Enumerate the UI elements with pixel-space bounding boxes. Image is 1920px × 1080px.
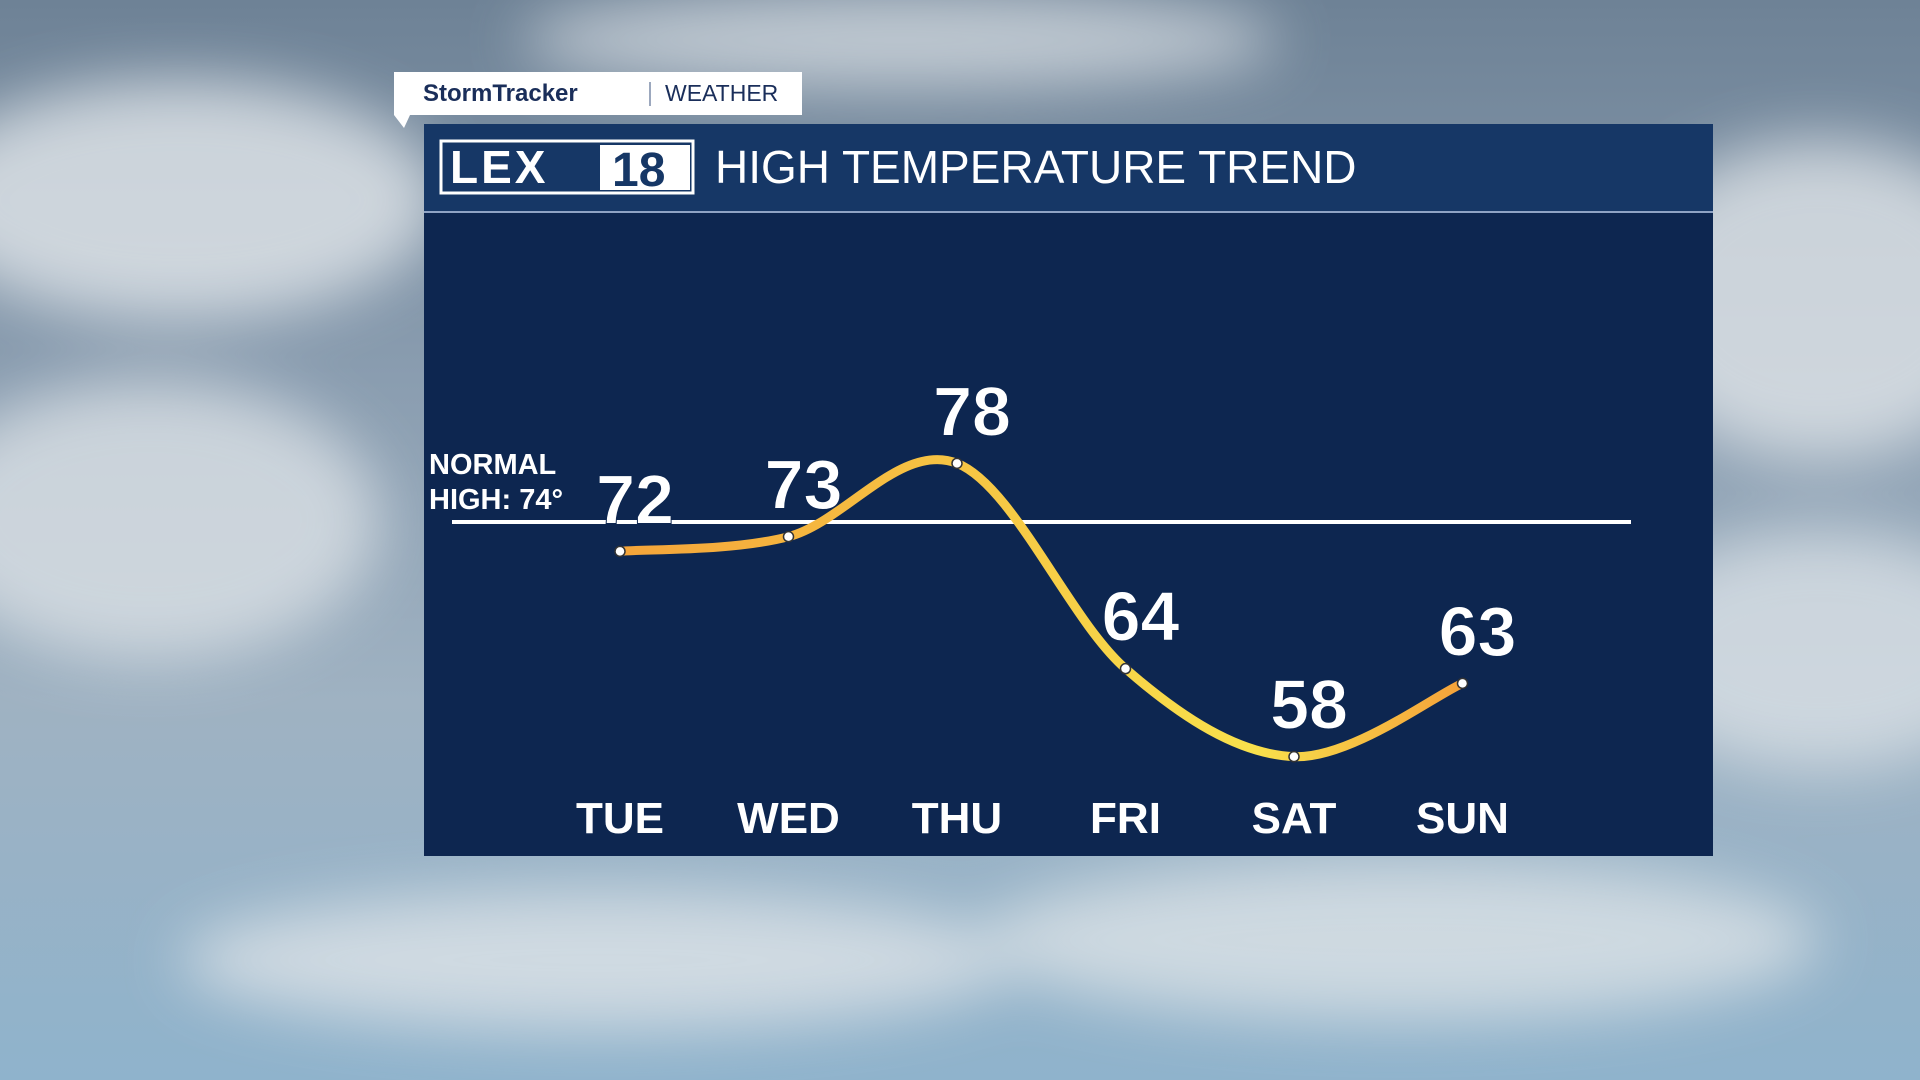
x-tick-label: SAT (1252, 794, 1337, 843)
panel (424, 124, 1713, 856)
x-tick-label: THU (912, 794, 1002, 843)
point (951, 457, 963, 470)
value-label: 73 (765, 446, 843, 524)
value-label: 78 (933, 372, 1011, 450)
temperature-line (615, 455, 1467, 762)
section-name: WEATHER (665, 80, 778, 106)
tab-tail (394, 115, 410, 128)
x-tick-label: SUN (1416, 794, 1509, 843)
value-label: 64 (1102, 578, 1180, 656)
reference-label: NORMAL HIGH: 74° (429, 449, 564, 516)
point (1119, 662, 1132, 675)
value-label: 72 (596, 460, 674, 538)
value-label: 63 (1439, 592, 1517, 670)
logo-badge (600, 145, 690, 190)
tab (394, 72, 802, 115)
show-name: StormTracker (423, 80, 578, 107)
point (782, 530, 795, 543)
point (1288, 750, 1300, 763)
value-label: 58 (1270, 666, 1348, 744)
logo-left: LEX (450, 141, 548, 193)
logo-box (439, 139, 695, 195)
chart-title: HIGH TEMPERATURE TREND (715, 141, 1357, 193)
point (614, 545, 626, 558)
point (1456, 677, 1469, 690)
logo-right: 18 (612, 144, 665, 197)
x-tick-label: FRI (1090, 794, 1161, 843)
x-tick-label: TUE (576, 794, 664, 843)
x-tick-label: WED (737, 794, 840, 843)
